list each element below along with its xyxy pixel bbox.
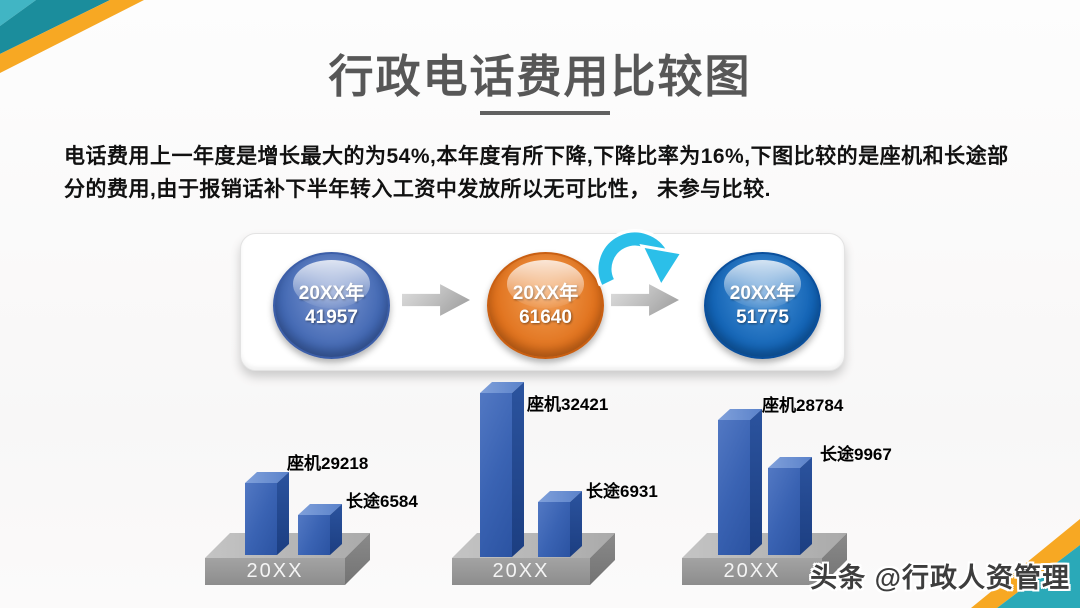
year-badge-3: 20XX年 51775 bbox=[704, 252, 821, 359]
longdistance-bar-year1 bbox=[298, 504, 342, 555]
description-part3: ,下图比较的是座机和长途部分的费用,由于报销话补下半年转入工资中发放所以无可比性… bbox=[64, 145, 1009, 201]
page-title: 行政电话费用比较图 bbox=[328, 51, 752, 102]
bar-front-face bbox=[538, 502, 570, 557]
description-part1: 电话费用上一年度是增长最大的为 bbox=[64, 145, 387, 168]
year-badge-1-year: 20XX年 bbox=[298, 282, 365, 304]
loop-arrow-icon bbox=[595, 229, 684, 290]
bar-label-longdistance-year1: 长途6584 bbox=[346, 492, 418, 511]
deskphone-bar-year1 bbox=[245, 472, 289, 555]
platform-label: 20XX bbox=[723, 560, 781, 582]
platform-label: 20XX bbox=[492, 560, 550, 582]
year-badge-1: 20XX年 41957 bbox=[273, 252, 390, 359]
watermark: 头条 @行政人资管理 bbox=[810, 563, 1070, 593]
longdistance-bar-year3 bbox=[768, 457, 812, 555]
platform-label: 20XX bbox=[246, 560, 304, 582]
description-bold-54: 54% bbox=[386, 145, 431, 168]
year-badge-2-year: 20XX年 bbox=[512, 282, 579, 304]
bar-front-face bbox=[245, 483, 277, 555]
longdistance-bar-year2 bbox=[538, 491, 582, 557]
bar-front-face bbox=[718, 420, 750, 555]
platform-front-face bbox=[682, 558, 822, 585]
bar-label-longdistance-year2: 长途6931 bbox=[586, 482, 658, 501]
year-badge-2-value: 61640 bbox=[519, 306, 572, 328]
bar-front-face bbox=[480, 393, 512, 557]
bar-front-face bbox=[768, 468, 800, 555]
description-part2: ,本年度有所下降,下降比率为 bbox=[430, 145, 701, 168]
platform-year2: 20XX bbox=[452, 533, 615, 585]
platform-front-face bbox=[205, 558, 345, 585]
description-bold-16: 16% bbox=[700, 145, 745, 168]
platform-front-face bbox=[452, 558, 590, 585]
bar-label-longdistance-year3: 长途9967 bbox=[820, 445, 892, 464]
year-badge-1-value: 41957 bbox=[305, 306, 358, 328]
bar-label-deskphone-year1: 座机29218 bbox=[287, 454, 369, 473]
year-badge-3-year: 20XX年 bbox=[729, 282, 796, 304]
bar-front-face bbox=[298, 515, 330, 555]
platform-year1: 20XX bbox=[205, 533, 370, 585]
bar-label-deskphone-year2: 座机32421 bbox=[527, 395, 609, 414]
description-text: 电话费用上一年度是增长最大的为54%,本年度有所下降,下降比率为16%,下图比较… bbox=[64, 140, 1024, 206]
year-badge-3-value: 51775 bbox=[736, 306, 789, 328]
deskphone-bar-year2 bbox=[480, 382, 524, 557]
year-badge-2: 20XX年 61640 bbox=[487, 252, 604, 359]
platform-year3: 20XX bbox=[682, 533, 847, 585]
deskphone-bar-year3 bbox=[718, 409, 762, 555]
title-underline bbox=[480, 111, 610, 115]
bar-label-deskphone-year3: 座机28784 bbox=[762, 396, 844, 415]
